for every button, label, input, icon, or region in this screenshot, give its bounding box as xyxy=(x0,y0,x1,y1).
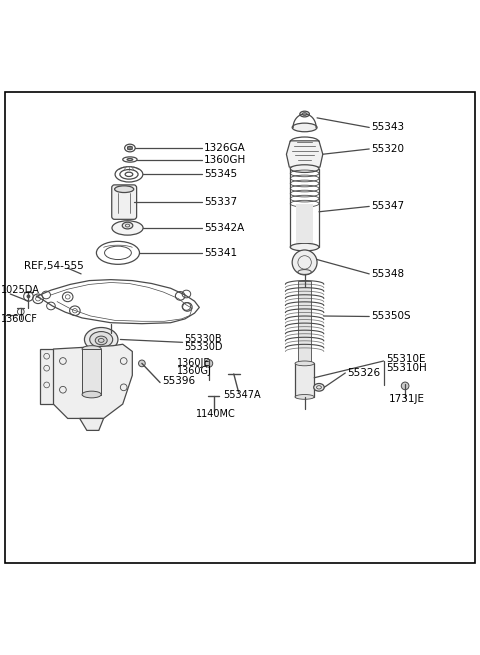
Text: REF,54-555: REF,54-555 xyxy=(24,261,84,271)
Bar xyxy=(295,364,314,397)
Ellipse shape xyxy=(82,391,101,398)
Text: 1360GH: 1360GH xyxy=(204,155,246,164)
Text: 55326: 55326 xyxy=(348,368,381,378)
Text: 55396: 55396 xyxy=(162,376,195,386)
Ellipse shape xyxy=(292,123,317,132)
Circle shape xyxy=(401,382,409,390)
Text: 55342A: 55342A xyxy=(204,223,244,233)
Ellipse shape xyxy=(292,164,317,170)
Text: 1025DA: 1025DA xyxy=(0,285,39,295)
Text: 55347A: 55347A xyxy=(223,390,261,400)
Ellipse shape xyxy=(314,383,324,391)
Text: 55343: 55343 xyxy=(372,122,405,132)
Text: 1326GA: 1326GA xyxy=(204,143,246,153)
FancyBboxPatch shape xyxy=(112,185,137,219)
Circle shape xyxy=(26,295,30,298)
Circle shape xyxy=(292,250,317,275)
Ellipse shape xyxy=(122,222,133,229)
Text: 1360JE: 1360JE xyxy=(177,358,210,368)
Text: 55347: 55347 xyxy=(372,201,405,212)
Ellipse shape xyxy=(295,361,314,365)
Ellipse shape xyxy=(300,111,310,117)
Circle shape xyxy=(139,360,145,367)
Bar xyxy=(82,349,101,394)
Text: 1140MC: 1140MC xyxy=(196,409,236,419)
Text: 55330D: 55330D xyxy=(184,342,223,352)
Text: 1360GJ: 1360GJ xyxy=(177,365,212,375)
Polygon shape xyxy=(53,345,132,419)
Polygon shape xyxy=(287,141,323,167)
Ellipse shape xyxy=(115,186,134,193)
Ellipse shape xyxy=(82,346,101,352)
Ellipse shape xyxy=(112,221,143,235)
Ellipse shape xyxy=(298,270,312,274)
Ellipse shape xyxy=(290,243,319,251)
Ellipse shape xyxy=(95,336,107,345)
Text: 55345: 55345 xyxy=(204,170,237,179)
Text: 55320: 55320 xyxy=(372,144,405,154)
Text: 1360CF: 1360CF xyxy=(0,314,37,324)
Text: 55341: 55341 xyxy=(204,248,237,258)
Ellipse shape xyxy=(90,331,113,347)
Text: 55310E: 55310E xyxy=(386,354,425,364)
Circle shape xyxy=(205,360,213,367)
Ellipse shape xyxy=(84,328,118,352)
Ellipse shape xyxy=(290,165,319,172)
Bar xyxy=(40,349,53,404)
Polygon shape xyxy=(80,419,104,430)
Ellipse shape xyxy=(295,394,314,400)
Text: 55348: 55348 xyxy=(372,269,405,279)
Bar xyxy=(296,204,313,243)
Text: 55337: 55337 xyxy=(204,197,237,207)
Text: 55350S: 55350S xyxy=(372,312,411,322)
Text: 55330B: 55330B xyxy=(184,335,222,345)
Bar xyxy=(299,280,311,397)
Text: 55310H: 55310H xyxy=(386,363,427,373)
Text: 1731JE: 1731JE xyxy=(388,394,424,404)
